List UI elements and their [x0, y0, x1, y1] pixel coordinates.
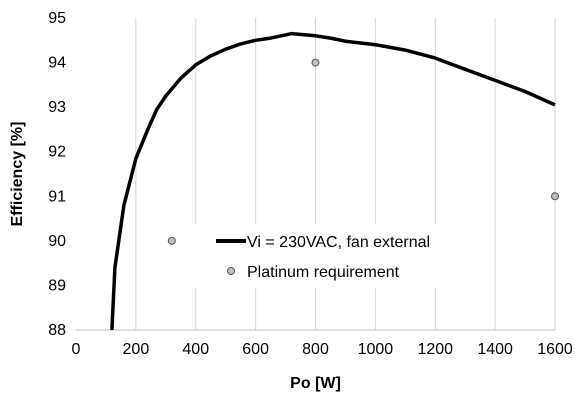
- platinum-point-3: [551, 192, 559, 201]
- y-tick-labels: 88 89 90 91 92 93 94 95: [48, 10, 66, 339]
- y-tick-label-91: 91: [48, 188, 66, 205]
- x-tick-label-1600: 1600: [537, 341, 573, 358]
- efficiency-curve: [110, 31, 556, 331]
- vertical-gridlines: [135, 18, 556, 330]
- x-tick-label-200: 200: [123, 341, 150, 358]
- x-tick-labels: 0 200 400 600 800 1000 1200 1400 1600: [72, 341, 573, 358]
- platinum-requirement-series: [167, 58, 559, 245]
- x-tick-label-800: 800: [302, 341, 329, 358]
- x-tick-label-1400: 1400: [477, 341, 513, 358]
- x-tick-label-600: 600: [242, 341, 269, 358]
- platinum-point-2: [311, 58, 320, 67]
- y-axis-title: Efficiency [%]: [9, 122, 26, 227]
- legend-label-efficiency: Vi = 230VAC, fan external: [247, 234, 430, 251]
- y-tick-label-95: 95: [48, 10, 66, 27]
- x-tick-label-400: 400: [182, 341, 209, 358]
- x-axis-title: Po [W]: [290, 375, 341, 392]
- legend: Vi = 230VAC, fan external Platinum requi…: [190, 224, 480, 288]
- legend-background: [190, 224, 480, 288]
- legend-dot-swatch: [227, 267, 235, 275]
- efficiency-series: [110, 31, 556, 331]
- x-tick-label-1000: 1000: [358, 341, 394, 358]
- x-tick-label-0: 0: [72, 341, 81, 358]
- legend-label-platinum: Platinum requirement: [247, 264, 400, 281]
- y-tick-label-88: 88: [48, 322, 66, 339]
- y-tick-label-92: 92: [48, 144, 66, 161]
- y-tick-label-94: 94: [48, 55, 66, 72]
- platinum-point-1: [167, 236, 176, 245]
- y-tick-label-90: 90: [48, 233, 66, 250]
- y-tick-label-93: 93: [48, 99, 66, 116]
- x-tick-label-1200: 1200: [417, 341, 453, 358]
- y-tick-label-89: 89: [48, 277, 66, 294]
